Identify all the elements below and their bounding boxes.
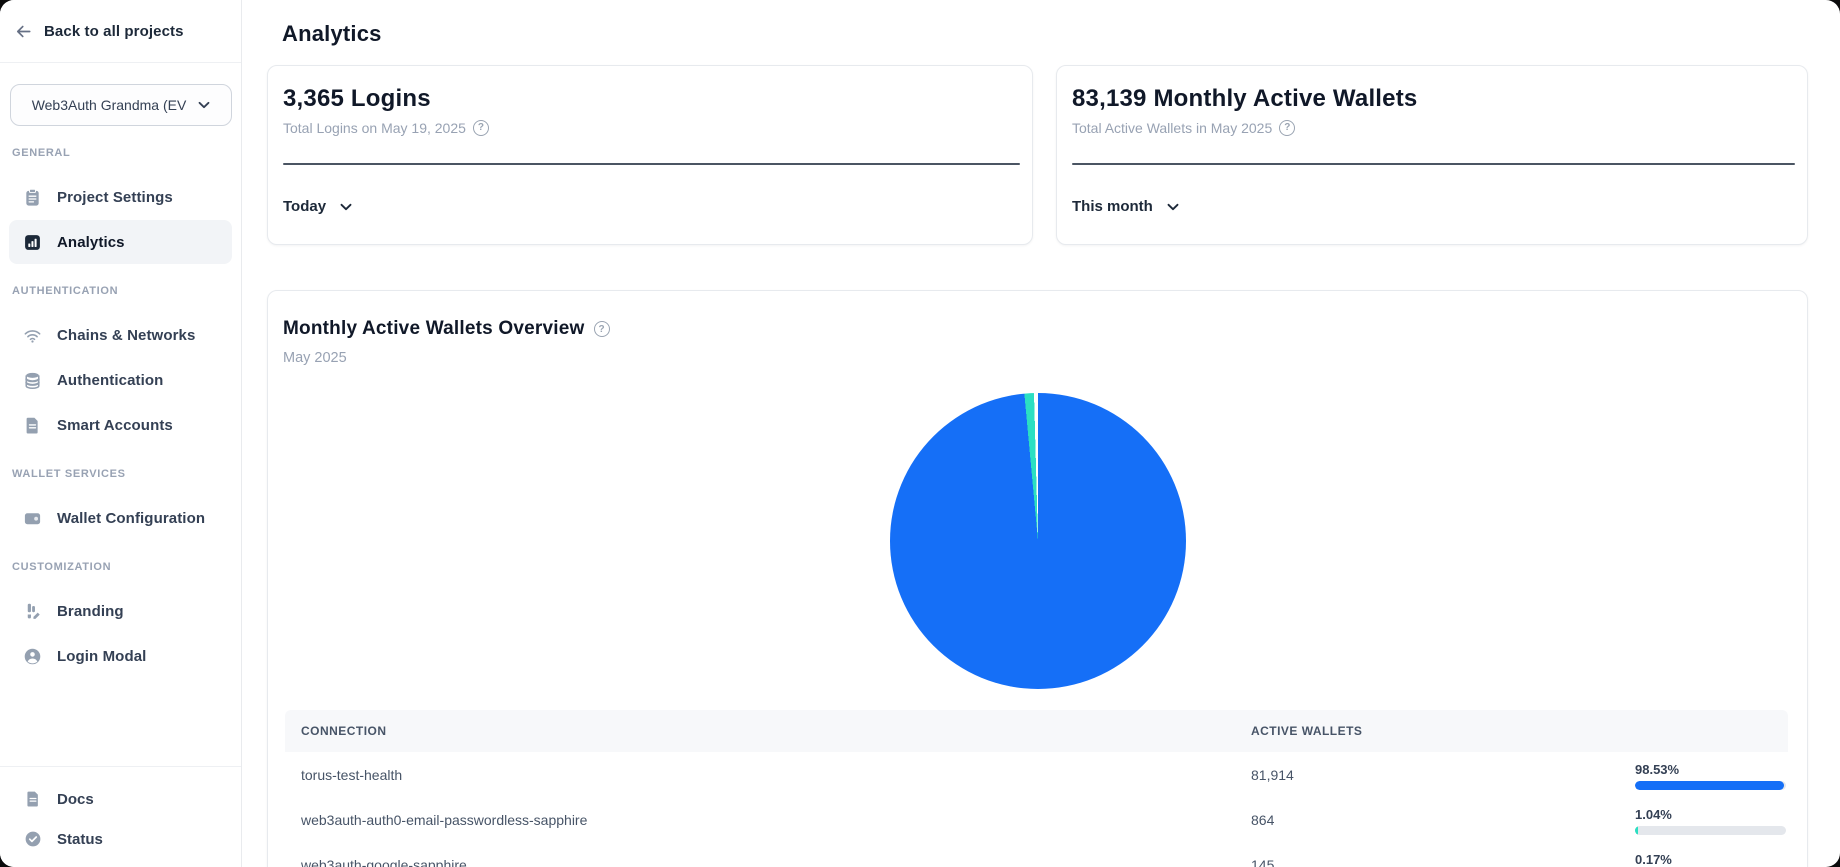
logins-subtitle: Total Logins on May 19, 2025 <box>283 120 466 136</box>
divider <box>0 766 241 767</box>
pie-chart-area <box>268 368 1807 710</box>
active-wallets-value: 81,914 <box>1251 766 1294 783</box>
sidebar-item-login-modal[interactable]: Login Modal <box>9 634 232 678</box>
wallet-icon <box>23 509 42 528</box>
chevron-down-icon <box>340 203 352 211</box>
sidebar-nav-auth: Chains & Networks Authentication Smart A… <box>0 313 241 447</box>
wifi-icon <box>23 326 42 345</box>
overview-card: Monthly Active Wallets Overview ? May 20… <box>267 290 1808 867</box>
share-cell: 98.53% <box>1615 760 1788 790</box>
help-icon[interactable]: ? <box>1279 120 1296 136</box>
maw-subtitle-row: Total Active Wallets in May 2025 ? <box>1072 119 1807 137</box>
help-icon[interactable]: ? <box>593 321 610 337</box>
back-label: Back to all projects <box>44 22 184 40</box>
check-circle-icon <box>23 830 42 849</box>
sidebar: Back to all projects Web3Auth Grandma (E… <box>0 0 242 867</box>
sidebar-item-branding[interactable]: Branding <box>9 589 232 633</box>
section-label-customization: CUSTOMIZATION <box>12 561 112 573</box>
section-label-authentication: AUTHENTICATION <box>12 285 119 297</box>
sidebar-spacer <box>0 678 241 766</box>
stat-cards-row: 3,365 Logins Total Logins on May 19, 202… <box>267 65 1808 245</box>
sparkline-flat <box>283 163 1020 165</box>
sidebar-nav-wallet: Wallet Configuration <box>0 496 241 540</box>
share-cell: 0.17% <box>1615 850 1788 867</box>
connection-name: web3auth-google-sapphire <box>301 856 467 867</box>
column-header-connection: CONNECTION <box>301 724 387 738</box>
table-row: web3auth-google-sapphire 145 0.17% <box>285 842 1788 867</box>
progress-bar-fill <box>1635 780 1784 790</box>
sidebar-item-docs[interactable]: Docs <box>9 779 232 819</box>
logins-range-dropdown[interactable]: Today <box>283 198 352 215</box>
sidebar-footer: Docs Status <box>0 767 241 867</box>
chevron-down-icon <box>198 101 210 109</box>
overview-title: Monthly Active Wallets Overview <box>283 318 585 339</box>
column-header-active-wallets: ACTIVE WALLETS <box>1251 724 1363 738</box>
maw-value: 83,139 Monthly Active Wallets <box>1072 85 1418 112</box>
sidebar-item-smart-accounts[interactable]: Smart Accounts <box>9 403 232 447</box>
section-label-general: GENERAL <box>12 147 71 159</box>
sidebar-item-authentication[interactable]: Authentication <box>9 358 232 402</box>
sidebar-nav: Project Settings Analytics <box>0 175 241 264</box>
arrow-left-icon <box>14 22 33 41</box>
sidebar-item-analytics[interactable]: Analytics <box>9 220 232 264</box>
clipboard-icon <box>23 188 42 207</box>
section-label-wallet-services: WALLET SERVICES <box>12 468 126 480</box>
overview-title-row: Monthly Active Wallets Overview ? <box>283 317 1807 341</box>
sidebar-item-project-settings[interactable]: Project Settings <box>9 175 232 219</box>
help-icon[interactable]: ? <box>472 120 489 136</box>
chevron-down-icon <box>1167 203 1179 211</box>
overview-subtitle: May 2025 <box>283 350 347 366</box>
sparkline-flat <box>1072 163 1795 165</box>
active-wallets-value: 864 <box>1251 811 1275 828</box>
connections-table: CONNECTION ACTIVE WALLETS torus-test-hea… <box>285 710 1788 867</box>
monthly-active-wallets-stat-card: 83,139 Monthly Active Wallets Total Acti… <box>1056 65 1808 245</box>
table-row: torus-test-health 81,914 98.53% <box>285 752 1788 797</box>
document-icon <box>23 416 42 435</box>
maw-subtitle: Total Active Wallets in May 2025 <box>1072 120 1273 136</box>
progress-bar <box>1635 825 1786 835</box>
progress-bar <box>1635 780 1786 790</box>
divider <box>0 62 241 63</box>
page-title: Analytics <box>282 21 382 46</box>
share-percent-label: 98.53% <box>1635 761 1680 777</box>
progress-bar-fill <box>1635 825 1638 835</box>
sidebar-item-chains-networks[interactable]: Chains & Networks <box>9 313 232 357</box>
share-cell: 1.04% <box>1615 805 1788 835</box>
share-percent-label: 0.17% <box>1635 851 1672 867</box>
sidebar-nav-customization: Branding Login Modal <box>0 589 241 678</box>
brush-icon <box>23 602 42 621</box>
docs-icon <box>23 790 42 809</box>
connection-name: web3auth-auth0-email-passwordless-sapphi… <box>301 811 588 828</box>
project-selector-dropdown[interactable]: Web3Auth Grandma (EV <box>10 84 232 126</box>
bar-chart-icon <box>23 233 42 252</box>
database-icon <box>23 371 42 390</box>
connection-name: torus-test-health <box>301 766 403 783</box>
maw-range-dropdown[interactable]: This month <box>1072 198 1179 215</box>
project-selector-value: Web3Auth Grandma (EV <box>31 97 187 113</box>
user-circle-icon <box>23 647 42 666</box>
main-content: Analytics 3,365 Logins Total Logins on M… <box>242 0 1840 867</box>
active-wallets-value: 145 <box>1251 856 1275 867</box>
pie-chart[interactable] <box>889 393 1186 689</box>
table-row: web3auth-auth0-email-passwordless-sapphi… <box>285 797 1788 842</box>
logins-stat-card: 3,365 Logins Total Logins on May 19, 202… <box>267 65 1033 245</box>
back-to-projects-link[interactable]: Back to all projects <box>0 0 241 62</box>
logins-value: 3,365 Logins <box>283 85 431 112</box>
table-header-row: CONNECTION ACTIVE WALLETS <box>285 710 1788 752</box>
share-percent-label: 1.04% <box>1635 806 1672 822</box>
sidebar-item-wallet-configuration[interactable]: Wallet Configuration <box>9 496 232 540</box>
logins-subtitle-row: Total Logins on May 19, 2025 ? <box>283 119 1032 137</box>
sidebar-item-status[interactable]: Status <box>9 819 232 859</box>
